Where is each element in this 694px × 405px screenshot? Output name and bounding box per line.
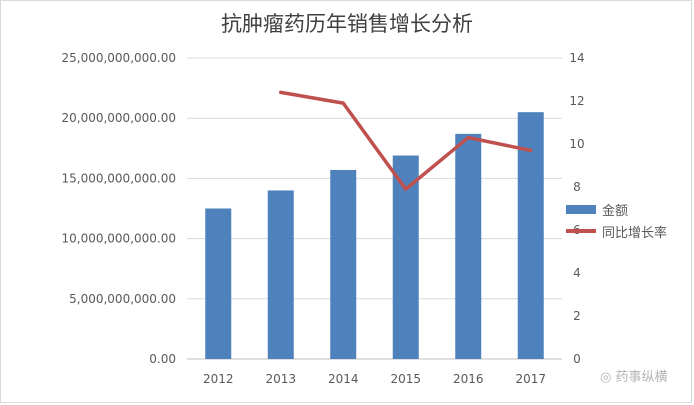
legend-item-growth: 同比增长率 — [566, 220, 667, 242]
watermark-text: 药事纵横 — [615, 370, 668, 385]
x-tick-label: 2014 — [328, 372, 359, 386]
bar-amount — [392, 155, 419, 359]
x-tick-label: 2017 — [515, 372, 546, 386]
y-left-tick-label: 15,000,000,000.00 — [61, 171, 176, 185]
legend-label-amount: 金额 — [602, 203, 629, 219]
x-tick-label: 2013 — [265, 372, 296, 386]
bar-amount — [455, 133, 482, 359]
chart-title: 抗肿瘤药历年销售增长分析 — [221, 12, 473, 36]
y-left-tick-label: 0.00 — [149, 352, 176, 366]
y-left-tick-label: 20,000,000,000.00 — [61, 111, 176, 125]
watermark: ◎ 药事纵横 — [600, 366, 668, 385]
legend-swatch-amount — [566, 204, 596, 214]
y-right-tick-label: 10 — [569, 137, 584, 151]
bar-amount — [267, 190, 294, 359]
legend-item-amount: 金额 — [566, 198, 667, 220]
y-right-tick-label: 4 — [573, 266, 581, 280]
bar-amount — [205, 208, 232, 359]
x-tick-label: 2015 — [390, 372, 421, 386]
bar-amount — [517, 112, 544, 360]
line-growth-rate — [279, 90, 533, 191]
y-right-tick-label: 14 — [569, 51, 584, 65]
y-right-tick-label: 12 — [569, 94, 584, 108]
legend: 金额 同比增长率 — [566, 198, 667, 242]
y-right-tick-label: 8 — [573, 180, 581, 194]
bar-amount — [330, 169, 357, 359]
legend-swatch-growth — [566, 229, 596, 233]
x-tick-label: 2016 — [453, 372, 484, 386]
y-left-tick-label: 5,000,000,000.00 — [69, 292, 176, 306]
y-left-tick-label: 25,000,000,000.00 — [61, 51, 176, 65]
y-right-tick-label: 2 — [573, 309, 581, 323]
y-left-tick-label: 10,000,000,000.00 — [61, 232, 176, 246]
legend-label-growth: 同比增长率 — [602, 225, 668, 241]
wechat-icon: ◎ — [600, 370, 612, 385]
y-right-tick-label: 0 — [573, 352, 581, 366]
x-tick-label: 2012 — [203, 372, 234, 386]
